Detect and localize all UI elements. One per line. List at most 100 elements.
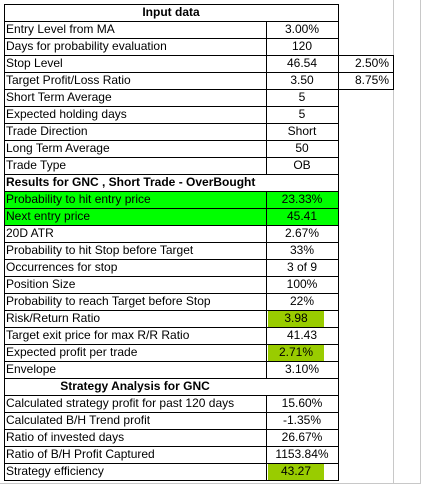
strategy-label[interactable]: Calculated strategy profit for past 120 … <box>6 396 235 410</box>
result-label[interactable]: Probability to reach Target before Stop <box>6 294 211 308</box>
cell-border <box>4 106 339 107</box>
input-row: Target Profit/Loss Ratio 3.50 8.75% <box>0 72 421 89</box>
cell-border <box>4 327 339 328</box>
cell-border <box>266 191 267 379</box>
results-header: Results for GNC , Short Trade - OverBoug… <box>6 175 256 189</box>
input-value[interactable]: 120 <box>291 39 313 53</box>
result-value[interactable]: 3 of 9 <box>286 260 318 274</box>
input-extra-value[interactable]: 8.75% <box>354 73 389 87</box>
cell-border <box>4 480 339 481</box>
cell-border <box>4 140 339 141</box>
cell-border <box>4 242 339 243</box>
input-header-row: Input data <box>0 4 421 21</box>
result-label[interactable]: Probability to hit entry price <box>4 191 266 208</box>
cell-border <box>4 55 339 56</box>
result-row: Occurrences for stop 3 of 9 <box>0 259 421 276</box>
strategy-label[interactable]: Ratio of invested days <box>6 430 125 444</box>
input-row: Long Term Average 50 <box>0 140 421 157</box>
input-row: Days for probability evaluation 120 <box>0 38 421 55</box>
input-row: Short Term Average 5 <box>0 89 421 106</box>
result-label[interactable]: Position Size <box>6 277 76 291</box>
strategy-label[interactable]: Ratio of B/H Profit Captured <box>6 447 155 461</box>
input-row: Entry Level from MA 3.00% <box>0 21 421 38</box>
result-value[interactable]: 3.98 <box>268 310 324 327</box>
result-value[interactable]: 2.67% <box>284 226 320 240</box>
result-row: Probability to reach Target before Stop 2… <box>0 293 421 310</box>
strategy-value[interactable]: 26.67% <box>281 430 323 444</box>
result-row: Target exit price for max R/R Ratio 41.43 <box>0 327 421 344</box>
input-value[interactable]: 3.50 <box>290 73 314 87</box>
strategy-row: Strategy efficiency 43.27 <box>0 463 421 480</box>
strategy-value[interactable]: 1153.84% <box>275 447 329 461</box>
cell-border <box>4 344 339 345</box>
cell-border <box>4 191 339 192</box>
result-row: Expected profit per trade 2.71% <box>0 344 421 361</box>
result-row: Probability to hit entry price 23.33% <box>0 191 421 208</box>
input-extra-value[interactable]: 2.50% <box>354 56 389 70</box>
strategy-value[interactable]: 15.60% <box>281 396 323 410</box>
strategy-label[interactable]: Calculated B/H Trend profit <box>6 413 151 427</box>
input-value[interactable]: 3.00% <box>284 22 320 36</box>
strategy-row: Ratio of B/H Profit Captured 1153.84% <box>0 446 421 463</box>
result-value[interactable]: 23.33% <box>266 191 338 208</box>
result-value[interactable]: 22% <box>289 294 315 308</box>
result-value[interactable]: 45.41 <box>266 208 338 225</box>
cell-border <box>4 259 339 260</box>
cell-border <box>4 21 339 22</box>
input-label[interactable]: Trade Direction <box>6 124 88 138</box>
input-row: Trade Direction Short <box>0 123 421 140</box>
strategy-row: Calculated strategy profit for past 120 … <box>0 395 421 412</box>
input-label[interactable]: Trade Type <box>6 158 67 172</box>
input-label[interactable]: Days for probability evaluation <box>6 39 167 53</box>
cell-border <box>4 276 339 277</box>
result-value[interactable]: 100% <box>286 277 318 291</box>
result-row: Risk/Return Ratio 3.98 <box>0 310 421 327</box>
result-value[interactable]: 41.43 <box>286 328 318 342</box>
result-value[interactable]: 3.10% <box>284 362 320 376</box>
cell-border <box>4 361 339 362</box>
strategy-value[interactable]: -1.35% <box>282 413 322 427</box>
cell-border <box>4 310 339 311</box>
cell-border <box>4 412 339 413</box>
cell-border <box>4 225 339 226</box>
input-label[interactable]: Stop Level <box>6 56 63 70</box>
cell-border <box>4 72 339 73</box>
strategy-label[interactable]: Strategy efficiency <box>6 464 104 478</box>
input-value[interactable]: OB <box>293 158 311 172</box>
input-label[interactable]: Entry Level from MA <box>6 22 115 36</box>
strategy-row: Ratio of invested days 26.67% <box>0 429 421 446</box>
cell-border <box>4 293 339 294</box>
cell-border <box>338 72 394 73</box>
result-value[interactable]: 2.71% <box>268 344 324 361</box>
input-value[interactable]: 5 <box>298 107 306 121</box>
result-row: Next entry price 45.41 <box>0 208 421 225</box>
strategy-row: Calculated B/H Trend profit -1.35% <box>0 412 421 429</box>
cell-border <box>4 157 339 158</box>
result-label[interactable]: Risk/Return Ratio <box>6 311 101 325</box>
result-label[interactable]: Expected profit per trade <box>6 345 138 359</box>
result-label[interactable]: Next entry price <box>4 208 266 225</box>
result-label[interactable]: Probability to hit Stop before Target <box>6 243 194 257</box>
input-value[interactable]: 5 <box>298 90 306 104</box>
result-label[interactable]: 20D ATR <box>6 226 54 240</box>
result-label[interactable]: Envelope <box>6 362 57 376</box>
input-value[interactable]: 50 <box>295 141 309 155</box>
input-label[interactable]: Short Term Average <box>6 90 112 104</box>
cell-border <box>266 21 267 175</box>
input-label[interactable]: Target Profit/Loss Ratio <box>6 73 131 87</box>
input-value[interactable]: 46.54 <box>286 56 318 70</box>
cell-border <box>4 446 339 447</box>
input-label[interactable]: Long Term Average <box>6 141 110 155</box>
cell-border <box>4 123 339 124</box>
results-header-row: Results for GNC , Short Trade - OverBoug… <box>0 174 421 191</box>
cell-border <box>266 395 267 481</box>
result-value[interactable]: 33% <box>289 243 315 257</box>
cell-border <box>4 378 339 379</box>
result-label[interactable]: Target exit price for max R/R Ratio <box>6 328 190 342</box>
input-value[interactable]: Short <box>287 124 317 138</box>
cell-border <box>338 55 394 56</box>
result-label[interactable]: Occurrences for stop <box>6 260 118 274</box>
input-label[interactable]: Expected holding days <box>6 107 127 121</box>
strategy-value[interactable]: 43.27 <box>268 463 324 480</box>
